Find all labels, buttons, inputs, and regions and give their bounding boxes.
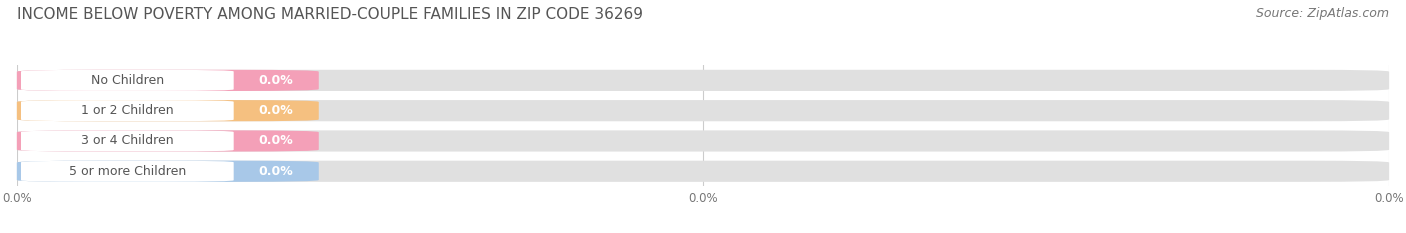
FancyBboxPatch shape [21, 130, 233, 151]
Text: 0.0%: 0.0% [259, 165, 294, 178]
Text: 0.0%: 0.0% [259, 134, 294, 147]
FancyBboxPatch shape [21, 161, 233, 182]
Text: No Children: No Children [91, 74, 165, 87]
FancyBboxPatch shape [17, 130, 319, 152]
FancyBboxPatch shape [17, 161, 1389, 182]
FancyBboxPatch shape [17, 100, 319, 121]
Text: 3 or 4 Children: 3 or 4 Children [82, 134, 174, 147]
FancyBboxPatch shape [17, 130, 1389, 152]
FancyBboxPatch shape [17, 70, 319, 91]
FancyBboxPatch shape [21, 70, 233, 91]
Text: 0.0%: 0.0% [259, 104, 294, 117]
FancyBboxPatch shape [21, 100, 233, 121]
Text: 5 or more Children: 5 or more Children [69, 165, 186, 178]
FancyBboxPatch shape [17, 161, 319, 182]
Text: 1 or 2 Children: 1 or 2 Children [82, 104, 174, 117]
Text: 0.0%: 0.0% [259, 74, 294, 87]
Text: Source: ZipAtlas.com: Source: ZipAtlas.com [1256, 7, 1389, 20]
FancyBboxPatch shape [17, 100, 1389, 121]
FancyBboxPatch shape [17, 70, 1389, 91]
Text: INCOME BELOW POVERTY AMONG MARRIED-COUPLE FAMILIES IN ZIP CODE 36269: INCOME BELOW POVERTY AMONG MARRIED-COUPL… [17, 7, 643, 22]
